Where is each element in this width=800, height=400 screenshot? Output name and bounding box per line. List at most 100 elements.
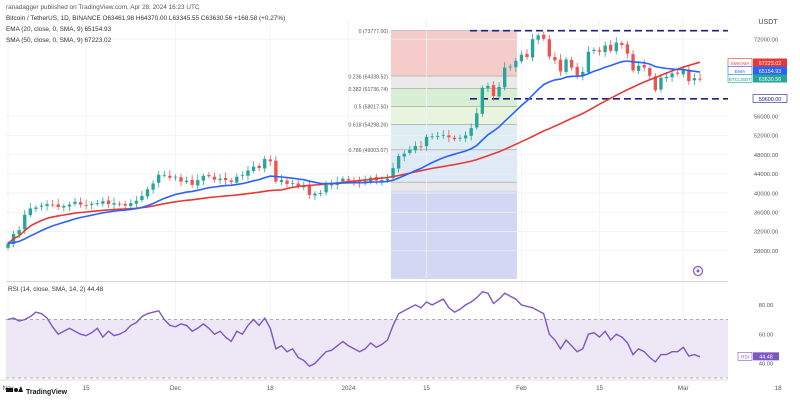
candle-body: [279, 180, 284, 183]
currency-label: USDT: [758, 19, 778, 26]
candle-body: [452, 137, 457, 140]
candle: [145, 186, 150, 200]
candle-body: [257, 165, 261, 169]
candle-body: [486, 85, 490, 89]
candle: [101, 197, 105, 207]
candle: [62, 203, 66, 212]
price-tick-label: 52000.00: [754, 134, 778, 140]
candle: [441, 130, 445, 139]
candle: [547, 35, 551, 60]
candle-body: [17, 230, 21, 235]
price-tag-value: 67223.02: [759, 61, 781, 67]
candle: [642, 59, 646, 72]
rsi-legend: RSI (14, close, SMA, 14, 2) 44.48: [8, 286, 104, 293]
candle: [408, 145, 412, 156]
tradingview-logo: TradingView: [6, 386, 68, 396]
candle-body: [419, 146, 423, 148]
candle: [290, 179, 295, 188]
candle: [503, 62, 507, 91]
candle-body: [402, 153, 406, 157]
candle-body: [101, 201, 105, 204]
candle: [525, 49, 529, 60]
price-tag-name: SMA:MA: [731, 61, 751, 67]
candle: [117, 201, 122, 207]
candle-body: [341, 178, 345, 182]
candle-body: [603, 45, 607, 53]
rsi-tag-name: RSI: [741, 355, 749, 361]
candle-body: [447, 135, 451, 138]
candle: [240, 171, 245, 180]
candle: [112, 197, 116, 210]
candle-body: [346, 179, 351, 181]
candle-body: [503, 67, 507, 88]
candle: [424, 134, 429, 151]
candle-body: [229, 180, 233, 183]
candle: [39, 202, 44, 211]
candle: [268, 155, 272, 166]
candle: [625, 41, 630, 59]
candle: [123, 200, 127, 209]
candle-body: [196, 180, 200, 186]
price-tag-name-box: [727, 74, 753, 83]
sma-legend: SMA (50, close, 0, SMA, 9) 67223.02: [6, 37, 112, 44]
fib-label: 0.236 (64338.52): [348, 74, 388, 80]
fib-label: 0 (73777.00): [359, 29, 389, 35]
candle-body: [698, 78, 702, 80]
tradingview-logo-icon: [6, 386, 23, 392]
candle-body: [659, 77, 663, 90]
candle-body: [391, 168, 395, 178]
candle-body: [129, 203, 133, 207]
price-tag-value-box: [753, 58, 787, 67]
fibonacci-labels: 0 (73777.00) 0.236 (64338.52) 0.382 (61736…: [348, 29, 388, 154]
candle-body: [302, 186, 306, 188]
candle: [609, 40, 613, 53]
candle-body: [436, 135, 440, 137]
sma-50-line: [7, 61, 701, 245]
candle-body: [558, 59, 563, 72]
candle: [419, 140, 423, 151]
rsi-tick-labels: 40.00 60.00 80.00 RSI 44.48: [737, 303, 779, 368]
candle-body: [625, 44, 630, 54]
candle: [519, 50, 524, 64]
rsi-line: [7, 291, 701, 368]
time-label: 18: [267, 385, 274, 392]
candle-body: [536, 35, 540, 40]
fib-zone: [391, 88, 517, 107]
fib-zone: [391, 76, 517, 89]
candle: [452, 135, 457, 142]
candle-body: [212, 176, 217, 180]
price-tag-value-box: [752, 94, 788, 103]
price-tick-label: 40000.00: [754, 191, 778, 197]
candle-body: [90, 203, 94, 205]
candle-body: [45, 204, 49, 207]
candle: [463, 131, 468, 143]
candle-body: [330, 184, 334, 186]
time-label: 15: [423, 385, 430, 392]
rsi-tag-name-box: [737, 352, 753, 361]
candle-body: [430, 136, 434, 138]
candle: [430, 133, 434, 140]
price-tick-label: 36000.00: [754, 211, 778, 217]
candle-body: [106, 200, 111, 205]
candle-body: [151, 183, 155, 190]
time-axis-bg: [0, 380, 800, 400]
candle: [50, 199, 55, 208]
candle: [151, 180, 155, 194]
candle-body: [396, 156, 401, 169]
candle: [497, 82, 501, 99]
candle: [508, 64, 512, 71]
candle-body: [263, 158, 267, 169]
candle: [95, 200, 99, 207]
price-tag-value: 65154.93: [759, 69, 781, 75]
candle: [157, 170, 161, 188]
candle: [246, 165, 250, 181]
candle-body: [458, 137, 462, 139]
candle-body: [569, 59, 574, 68]
rsi-tick-label: 80.00: [759, 303, 774, 309]
candle: [458, 134, 462, 142]
candle: [391, 162, 395, 181]
time-label: Mar: [678, 385, 689, 392]
candle-body: [497, 86, 501, 97]
candle-body: [145, 189, 150, 197]
